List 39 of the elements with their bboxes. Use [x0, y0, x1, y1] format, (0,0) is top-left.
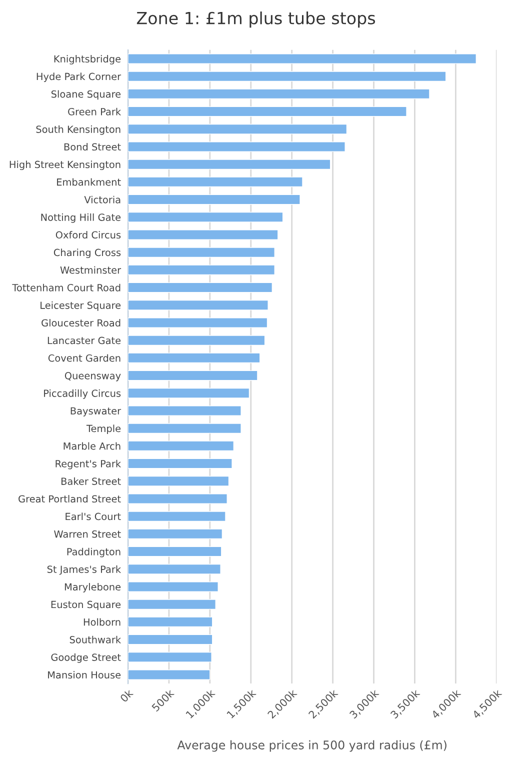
y-tick-label: Hyde Park Corner — [36, 72, 122, 82]
y-tick-label: Holborn — [84, 618, 120, 626]
y-tick-label: Gloucester Road — [42, 319, 120, 327]
y-tick-label: South Kensington — [36, 125, 120, 135]
y-tick-label: Goodge Street — [51, 653, 121, 663]
y-tick-label: Leicester Square — [40, 301, 121, 311]
y-tick-label: Warren Street — [54, 530, 121, 538]
y-tick-label: Paddington — [67, 548, 120, 558]
y-tick-label: Great Portland Street — [18, 495, 121, 503]
y-tick-label: Tottenham Court Road — [12, 284, 120, 292]
x-axis-title: Average house prices in 500 yard radius (£m) — [177, 740, 446, 752]
y-tick-label: Charing Cross — [54, 248, 121, 258]
y-tick-label: Bayswater — [70, 407, 122, 416]
y-tick-label: Piccadilly Circus — [44, 389, 121, 399]
y-tick-label: Regent's Park — [56, 460, 122, 470]
y-tick-label: Temple — [86, 424, 121, 434]
y-tick-label: Victoria — [84, 196, 120, 204]
y-tick-label: Knightsbridge — [54, 55, 121, 64]
y-tick-label: Marble Arch — [64, 442, 120, 450]
y-tick-label: St James's Park — [47, 565, 122, 575]
y-tick-label: Lancaster Gate — [48, 336, 121, 344]
y-tick-label: Bond Street — [64, 143, 121, 151]
x-tick-label: 0k — [120, 688, 134, 703]
y-tick-label: Mansion House — [48, 671, 121, 679]
y-tick-label: Notting Hill Gate — [41, 213, 121, 223]
y-tick-label: Marylebone — [64, 583, 121, 592]
y-tick-label: Baker Street — [62, 477, 121, 485]
y-tick-label: Sloane Square — [51, 90, 121, 100]
y-tick-label: Queensway — [64, 372, 121, 382]
y-tick-label: Embankment — [57, 178, 121, 186]
y-tick-label: High Street Kensington — [10, 160, 120, 170]
y-tick-label: Covent Garden — [48, 354, 120, 362]
y-tick-label: Earl's Court — [66, 512, 121, 520]
y-tick-label: Euston Square — [51, 600, 121, 610]
y-tick-label: Westminster — [60, 266, 122, 274]
y-tick-label: Oxford Circus — [56, 231, 121, 239]
chart-title: Zone 1: £1m plus tube stops — [136, 12, 376, 28]
y-tick-label: Southwark — [70, 636, 122, 644]
y-tick-label: Green Park — [68, 108, 122, 116]
